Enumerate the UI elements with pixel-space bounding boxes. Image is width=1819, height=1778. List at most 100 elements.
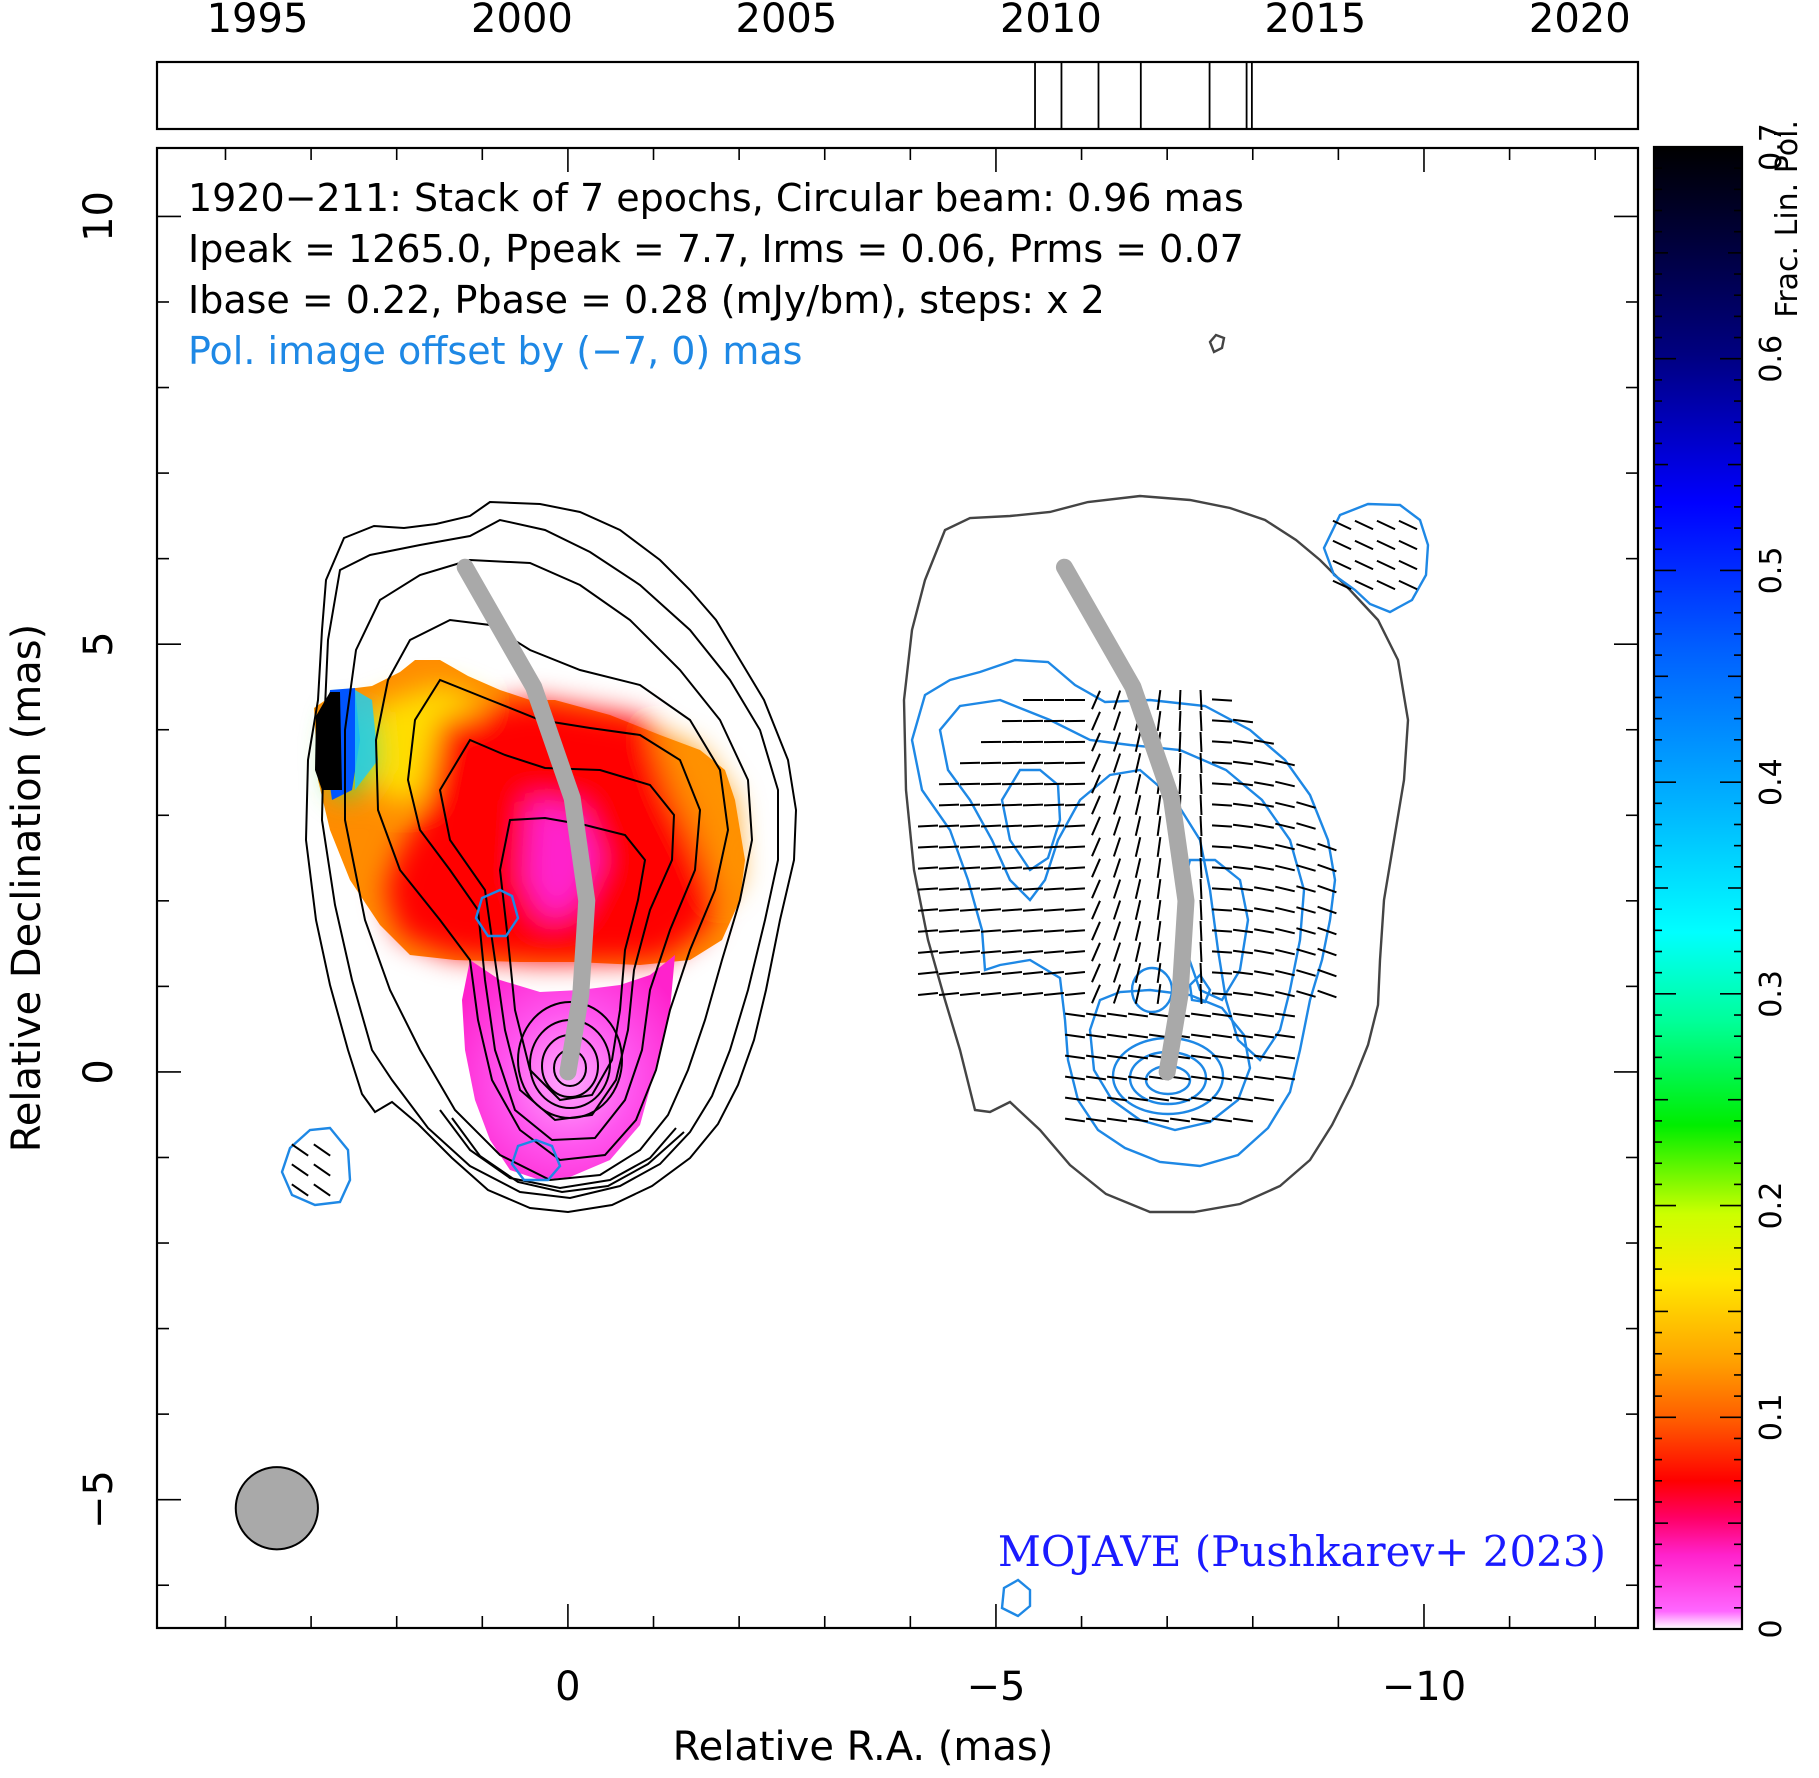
evpa-tick <box>1317 884 1337 894</box>
colorbar-tick-label: 0.4 <box>1754 758 1789 806</box>
evpa-tick <box>1112 900 1122 920</box>
evpa-tick <box>1253 865 1275 871</box>
evpa-tick <box>1106 1117 1128 1123</box>
evpa-tick <box>1001 929 1023 933</box>
evpa-tick <box>938 971 960 975</box>
evpa-tick <box>1134 774 1142 794</box>
evpa-tick <box>1211 992 1233 996</box>
evpa-tick <box>1085 1096 1107 1102</box>
y-tick-label: 0 <box>76 1059 122 1084</box>
evpa-tick <box>1232 1075 1254 1081</box>
evpa-tick <box>980 845 1002 849</box>
evpa-tick <box>938 866 960 870</box>
evpa-tick <box>1001 866 1023 870</box>
evpa-ticks <box>291 519 1418 1197</box>
evpa-tick <box>1112 732 1122 752</box>
colorbar-tick-label: 0.6 <box>1754 335 1789 383</box>
evpa-tick <box>1091 921 1101 941</box>
evpa-tick <box>959 929 981 933</box>
evpa-tick <box>1398 539 1418 551</box>
evpa-tick <box>1156 962 1162 984</box>
evpa-tick <box>1232 1096 1254 1102</box>
evpa-tick <box>1134 732 1142 752</box>
evpa-tick <box>980 950 1002 954</box>
timeline-tick-label: 2005 <box>736 0 838 42</box>
evpa-tick <box>917 929 939 933</box>
evpa-tick <box>1211 950 1233 954</box>
evpa-tick <box>1253 907 1275 913</box>
evpa-tick <box>959 908 981 912</box>
evpa-tick <box>1022 929 1044 933</box>
evpa-tick <box>1296 927 1316 935</box>
evpa-tick <box>1112 753 1122 773</box>
pol-contour-se-island <box>280 1126 352 1207</box>
evpa-tick <box>1199 794 1203 816</box>
evpa-tick <box>1112 921 1122 941</box>
evpa-tick <box>1148 1096 1170 1102</box>
colorbar-label: Frac. Lin. Pol. <box>1770 120 1805 318</box>
pol-contour-2 <box>938 698 1306 1062</box>
evpa-tick <box>1091 900 1101 920</box>
evpa-tick <box>1064 824 1086 828</box>
evpa-tick <box>1211 1012 1233 1018</box>
evpa-tick <box>1112 816 1122 836</box>
evpa-tick <box>1199 731 1203 753</box>
evpa-tick <box>1296 822 1316 830</box>
evpa-tick <box>980 991 1002 997</box>
evpa-tick <box>1156 815 1162 837</box>
evpa-tick <box>1134 942 1142 962</box>
evpa-tick <box>1275 906 1295 914</box>
stokes-i-contour-lower-2 <box>451 1117 685 1194</box>
evpa-tick <box>1134 879 1142 899</box>
evpa-tick <box>313 1183 331 1197</box>
evpa-tick <box>1211 782 1233 786</box>
evpa-tick <box>1112 711 1122 731</box>
evpa-tick <box>938 991 960 997</box>
evpa-tick <box>1317 989 1337 999</box>
evpa-tick <box>1178 773 1182 795</box>
evpa-tick <box>1001 950 1023 954</box>
evpa-tick <box>917 971 939 975</box>
evpa-tick <box>1190 1117 1212 1123</box>
evpa-tick <box>1156 878 1162 900</box>
evpa-tick <box>1085 1033 1107 1039</box>
evpa-tick <box>1064 1096 1086 1102</box>
evpa-tick <box>1022 991 1044 997</box>
jet-ridge-line-offset <box>1055 558 1195 1081</box>
evpa-tick <box>1022 950 1044 954</box>
evpa-tick <box>1232 886 1254 892</box>
evpa-tick <box>1043 782 1065 786</box>
evpa-tick <box>1064 950 1086 954</box>
evpa-tick <box>1064 1012 1086 1018</box>
image-area <box>234 333 1430 1618</box>
evpa-tick <box>1085 1075 1107 1081</box>
evpa-tick <box>1354 539 1374 551</box>
evpa-tick <box>1199 962 1203 984</box>
evpa-tick <box>1211 824 1233 828</box>
evpa-tick <box>1211 1075 1233 1081</box>
stokes-i-contours <box>304 500 798 1214</box>
evpa-tick <box>1253 970 1275 976</box>
evpa-tick <box>1148 1117 1170 1123</box>
evpa-tick <box>1091 690 1101 710</box>
evpa-tick <box>1091 732 1101 752</box>
evpa-tick <box>1232 781 1254 787</box>
evpa-tick <box>1317 926 1337 936</box>
evpa-tick <box>959 971 981 975</box>
evpa-tick <box>1091 753 1101 773</box>
evpa-tick <box>1232 928 1254 934</box>
pol-contour-outer <box>910 658 1337 1168</box>
evpa-tick <box>1064 803 1086 807</box>
evpa-tick <box>1134 858 1142 878</box>
evpa-tick <box>1022 908 1044 912</box>
evpa-tick <box>1022 887 1044 891</box>
fpol-region-orange-right <box>650 730 740 900</box>
evpa-tick <box>1199 983 1203 1005</box>
evpa-tick <box>1332 579 1352 591</box>
evpa-tick <box>1317 968 1337 978</box>
x-axis-label: Relative R.A. (mas) <box>673 1724 1054 1770</box>
evpa-tick <box>1134 816 1142 836</box>
evpa-tick <box>1190 1012 1212 1018</box>
evpa-tick <box>1376 579 1396 591</box>
annotation-line-2: Ipeak = 1265.0, Ppeak = 7.7, Irms = 0.06… <box>188 227 1244 271</box>
